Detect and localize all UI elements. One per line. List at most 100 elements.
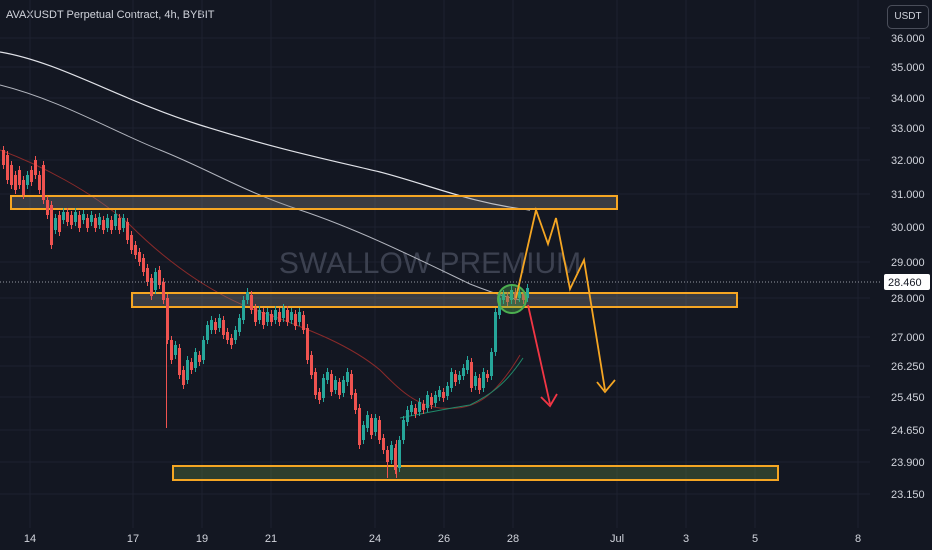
candle-body — [454, 374, 457, 382]
resistance-zone-upper[interactable] — [10, 195, 618, 210]
candle-body — [362, 425, 365, 440]
candle-body — [130, 235, 133, 250]
candle-body — [410, 405, 413, 412]
candle-body — [114, 214, 117, 226]
candle-body — [306, 328, 309, 360]
candle-body — [450, 372, 453, 388]
candle-body — [458, 375, 461, 380]
time-tick: 28 — [507, 533, 519, 545]
candle-body — [106, 218, 109, 228]
projection-arrowhead-bullish — [596, 379, 616, 394]
candle-body — [154, 272, 157, 290]
candle-body — [310, 355, 313, 375]
price-tick: 34.000 — [891, 93, 925, 105]
candle-body — [110, 220, 113, 230]
price-tick: 30.000 — [891, 222, 925, 234]
candle-body — [206, 325, 209, 340]
candle-body — [94, 218, 97, 228]
candle-body — [46, 200, 49, 215]
chart-title: AVAXUSDT Perpetual Contract, 4h, BYBIT — [6, 9, 215, 21]
currency-button[interactable]: USDT — [887, 5, 929, 29]
candle-body — [78, 215, 81, 228]
candle-body — [302, 315, 305, 330]
candle-body — [314, 372, 317, 395]
candle-body — [506, 296, 509, 302]
breakout-circle[interactable] — [497, 284, 527, 314]
candle-body — [82, 214, 85, 220]
price-tick: 33.000 — [891, 123, 925, 135]
price-tick: 27.000 — [891, 332, 925, 344]
candle-body — [10, 165, 13, 185]
candle-body — [414, 408, 417, 414]
price-tick: 36.000 — [891, 33, 925, 45]
candle-body — [374, 418, 377, 432]
time-tick: 3 — [683, 533, 689, 545]
candle-body — [250, 295, 253, 310]
support-zone-lower[interactable] — [172, 465, 779, 481]
candle-body — [346, 372, 349, 382]
candle-body — [182, 370, 185, 385]
current-price-label: 28.460 — [888, 277, 922, 289]
candle-body — [198, 355, 201, 362]
candle-body — [290, 312, 293, 320]
candle-body — [266, 312, 269, 322]
candle-body — [378, 420, 381, 440]
candle-body — [326, 372, 329, 380]
candle-body — [202, 340, 205, 360]
time-tick: 19 — [196, 533, 208, 545]
candle-body — [358, 408, 361, 445]
candle-body — [402, 420, 405, 440]
candle-body — [510, 290, 513, 300]
candle-body — [38, 175, 41, 190]
candle-body — [18, 170, 21, 185]
candle-body — [370, 418, 373, 435]
candle-body — [478, 378, 481, 390]
candle-body — [70, 215, 73, 225]
candle-body — [134, 245, 137, 255]
price-tick: 25.450 — [891, 392, 925, 404]
candle-body — [502, 294, 505, 300]
time-tick: 5 — [752, 533, 758, 545]
price-tick: 32.000 — [891, 155, 925, 167]
support-resistance-zone-middle[interactable] — [131, 292, 738, 308]
candle-body — [486, 374, 489, 378]
candle-body — [514, 292, 517, 300]
candle-body — [442, 392, 445, 398]
candle-body — [286, 310, 289, 322]
candle-body — [522, 294, 525, 300]
time-tick: 17 — [127, 533, 139, 545]
candle-body — [126, 222, 129, 240]
candle-body — [66, 212, 69, 222]
candle-body — [330, 374, 333, 392]
projection-arrowhead-bearish — [540, 393, 558, 408]
candle-body — [190, 362, 193, 370]
candle-body — [526, 288, 529, 298]
projection-path-bearish[interactable] — [527, 304, 551, 405]
price-tick: 23.150 — [891, 489, 925, 501]
candle-body — [490, 352, 493, 376]
candle-body — [394, 448, 397, 470]
moving-average-green — [399, 357, 524, 419]
price-axis[interactable]: 36.000 35.000 34.000 33.000 32.000 31.00… — [891, 33, 925, 501]
candle-body — [342, 380, 345, 393]
price-tick: 26.250 — [891, 361, 925, 373]
projection-path-bullish[interactable] — [515, 206, 606, 391]
candle-body — [390, 445, 393, 460]
time-tick: Jul — [610, 533, 624, 545]
candle-body — [438, 390, 441, 397]
price-tick: 35.000 — [891, 62, 925, 74]
time-tick: 21 — [265, 533, 277, 545]
moving-average-mid-gray — [0, 84, 521, 301]
candle-body — [398, 440, 401, 468]
candle-body — [230, 338, 233, 345]
candle-body — [494, 312, 497, 352]
candle-body — [382, 438, 385, 450]
candle-body — [474, 376, 477, 386]
candle-body — [170, 340, 173, 360]
candle-body — [270, 314, 273, 322]
candle-body — [122, 218, 125, 228]
watermark-text: SWALLOW PREMIUM — [279, 247, 581, 280]
candle-body — [258, 310, 261, 320]
time-axis[interactable]: 14 17 19 21 24 26 28 Jul 3 5 8 — [24, 533, 861, 545]
